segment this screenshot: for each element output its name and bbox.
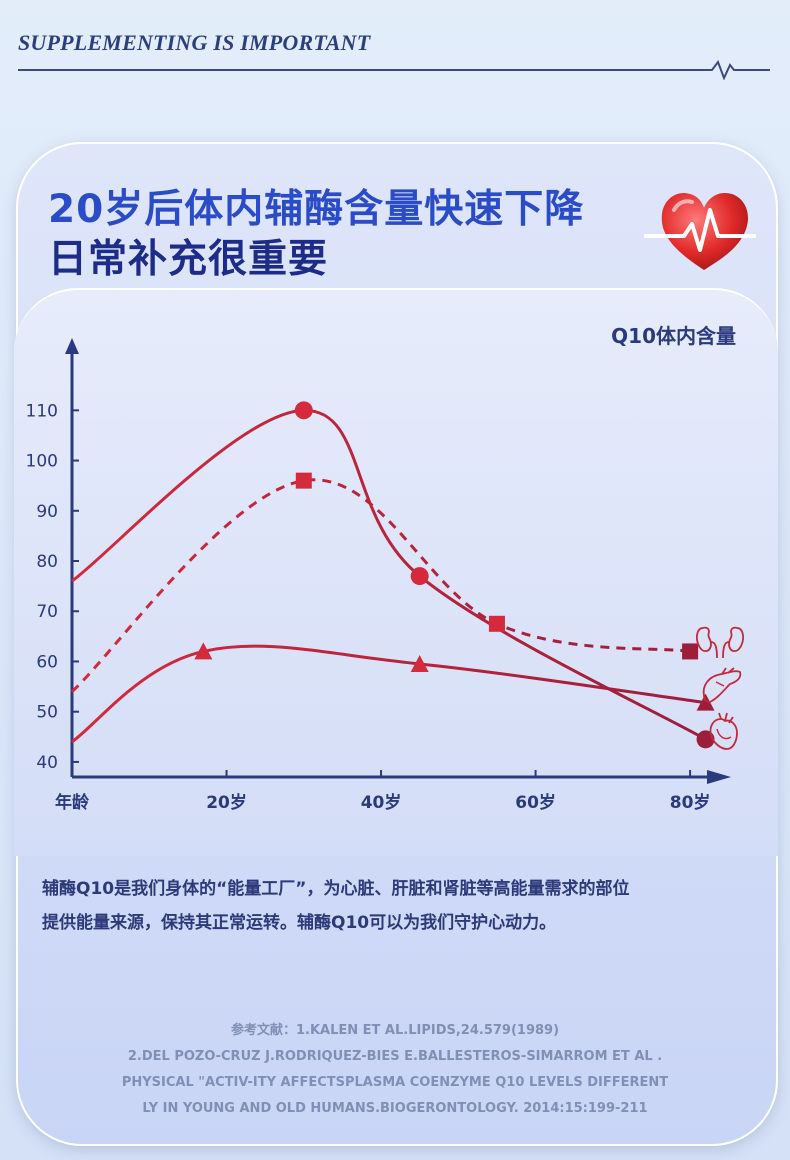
- references: 参考文献：1.KALEN ET AL.LIPIDS,24.579(1989) 2…: [60, 1018, 730, 1122]
- reference-line: 参考文献：1.KALEN ET AL.LIPIDS,24.579(1989): [230, 1023, 560, 1038]
- heart-pulse-icon: [644, 192, 756, 270]
- chart-panel: [14, 288, 778, 856]
- description-text: 辅酶Q10是我们身体的“能量工厂”，为心脏、肝脏和肾脏等高能量需求的部位 提供能…: [42, 872, 752, 940]
- top-heading: SUPPLEMENTING IS IMPORTANT: [18, 30, 371, 55]
- reference-line: PHYSICAL "ACTIV-ITY AFFECTSPLASMA COENZY…: [121, 1075, 669, 1090]
- pulse-rule: [18, 59, 770, 80]
- description-line: 提供能量来源，保持其正常运转。辅酶Q10可以为我们守护心动力。: [42, 913, 557, 933]
- reference-line: 2.DEL POZO-CRUZ J.RODRIQUEZ-BIES E.BALLE…: [127, 1049, 663, 1064]
- description-line: 辅酶Q10是我们身体的“能量工厂”，为心脏、肝脏和肾脏等高能量需求的部位: [42, 879, 630, 899]
- reference-line: LY IN YOUNG AND OLD HUMANS.BIOGERONTOLOG…: [142, 1101, 648, 1116]
- subheadline: 日常补充很重要: [48, 237, 329, 282]
- headline: 20岁后体内辅酶含量快速下降: [48, 187, 585, 232]
